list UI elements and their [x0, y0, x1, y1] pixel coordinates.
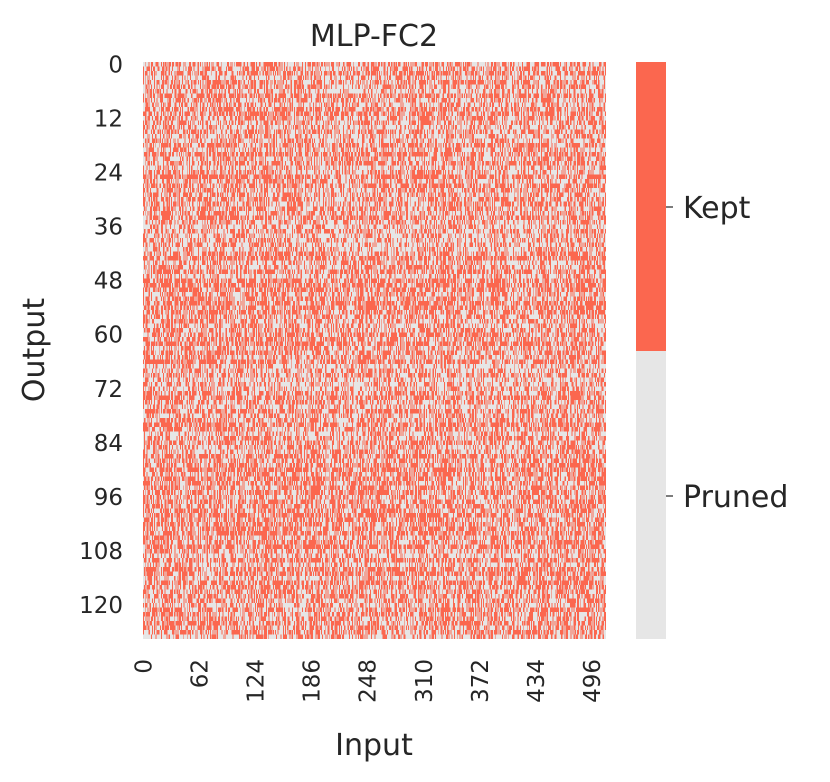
- y-axis-ticks: 0 12 24 36 48 60 72 84 96 108 120: [79, 52, 123, 619]
- y-tick-label: 108: [79, 539, 123, 565]
- chart-title: MLP-FC2: [310, 19, 438, 54]
- x-tick-label: 0: [131, 659, 157, 674]
- y-tick-label: 84: [94, 431, 123, 457]
- y-tick-label: 0: [108, 52, 123, 78]
- y-tick-label: 36: [94, 215, 123, 241]
- x-tick-label: 434: [524, 659, 550, 703]
- colorbar-kept-segment: [636, 62, 666, 351]
- colorbar-pruned-segment: [636, 351, 666, 639]
- x-tick-label: 62: [188, 659, 214, 688]
- y-tick-label: 12: [94, 106, 123, 132]
- x-axis-label: Input: [335, 728, 413, 763]
- y-tick-label: 48: [94, 269, 123, 295]
- x-tick-label: 248: [356, 659, 382, 703]
- colorbar-label-pruned: Pruned: [683, 480, 788, 515]
- x-tick-label: 496: [580, 659, 606, 703]
- y-tick-label: 96: [94, 485, 123, 511]
- y-axis-label: Output: [17, 298, 52, 402]
- heatmap-plot-area: [143, 62, 606, 639]
- colorbar: Kept Pruned: [636, 62, 788, 639]
- x-tick-label: 372: [468, 659, 494, 703]
- heatmap-cells: [143, 62, 606, 639]
- y-tick-label: 72: [94, 377, 123, 403]
- x-tick-label: 186: [300, 659, 326, 703]
- colorbar-label-kept: Kept: [683, 191, 751, 226]
- x-tick-label: 310: [412, 659, 438, 703]
- x-tick-label: 124: [244, 659, 270, 703]
- heatmap-kept-cells: [143, 62, 606, 639]
- y-tick-label: 24: [94, 160, 123, 186]
- x-axis-ticks: 0 62 124 186 248 310 372 434 496: [131, 659, 606, 703]
- y-tick-label: 60: [94, 323, 123, 349]
- y-tick-label: 120: [79, 593, 123, 619]
